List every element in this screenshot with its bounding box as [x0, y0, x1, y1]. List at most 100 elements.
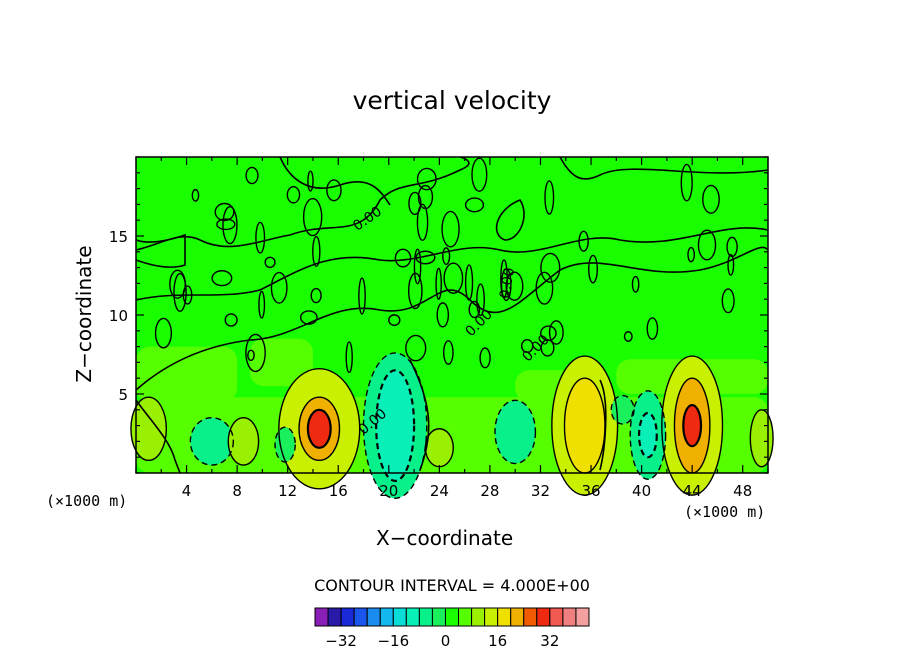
y-tick-label: 15: [109, 228, 128, 246]
x-unit-left: (×1000 m): [46, 492, 128, 510]
contour-ring: [191, 188, 200, 202]
contour-ring: [189, 416, 235, 466]
contour-ring: [540, 252, 561, 283]
contour-ring: [468, 300, 481, 319]
colorbar-swatch: [379, 607, 394, 627]
x-tick-label: 4: [182, 482, 192, 500]
contour-ring: [435, 267, 442, 300]
contour-ring: [646, 317, 659, 340]
colorbar-swatch: [510, 607, 525, 627]
x-tick-label: 40: [632, 482, 651, 500]
contour-ring: [130, 396, 168, 462]
contour-ring: [637, 411, 658, 459]
colorbar-swatch: [523, 607, 538, 627]
x-tick-label: 32: [531, 482, 550, 500]
contour-ring: [443, 262, 464, 294]
contour-ring: [500, 259, 508, 299]
contour-ring: [416, 203, 429, 241]
contour-ring: [551, 355, 619, 496]
contour-ring: [375, 369, 416, 483]
contour-ring: [245, 333, 266, 373]
contour-ring: [476, 283, 485, 317]
contour-ring: [441, 210, 460, 248]
velocity-field: [130, 157, 774, 499]
colorbar-swatch: [562, 607, 577, 627]
y-axis-ticks: 5 10 15: [109, 156, 768, 474]
contour-ring: [182, 285, 193, 305]
contour-ring: [345, 341, 353, 374]
colorbar-swatch: [444, 607, 460, 627]
contour-ring: [214, 202, 235, 222]
contour-ring: [298, 396, 341, 462]
colorbar-swatch: [575, 607, 590, 627]
contour-ring: [274, 426, 296, 463]
x-axis-ticks: 4 8 12 16 20 24 28 32 36 40 44 48: [135, 157, 769, 500]
contour-line: [495, 199, 525, 241]
contour-ring: [578, 230, 589, 252]
contour-ring: [413, 248, 422, 285]
contour-ring: [535, 271, 554, 305]
contour-ring: [471, 157, 488, 192]
velocity-cell: [130, 397, 167, 461]
contour-ring: [405, 334, 427, 362]
contour-ring: [687, 246, 696, 263]
contour-ring: [726, 236, 738, 258]
contour-ring: [299, 310, 318, 325]
x-tick-label: 20: [379, 482, 398, 500]
colorbar-tick-label: −32: [325, 632, 357, 650]
contour-ring: [307, 170, 314, 192]
colorbar-swatch: [536, 607, 551, 627]
contour-ring: [278, 368, 361, 490]
velocity-cell: [564, 378, 605, 473]
x-tick-label: 44: [683, 482, 702, 500]
contour-ring: [224, 313, 238, 327]
contour-ring: [222, 205, 238, 245]
x-tick-label: 16: [329, 482, 348, 500]
colorbar-swatch: [405, 607, 420, 627]
contour-ring: [358, 277, 366, 315]
colorbar-swatch: [327, 607, 342, 627]
contour-ring: [247, 349, 255, 362]
contour-ring: [631, 275, 640, 293]
colorbar-swatch: [497, 607, 512, 627]
contour-ring: [721, 288, 735, 314]
contour-line: [135, 156, 470, 251]
contour-interval: CONTOUR INTERVAL = 4.000E+00: [314, 576, 590, 595]
velocity-cell: [639, 412, 657, 458]
colorbar-swatch: [340, 607, 355, 627]
x-unit-right: (×1000 m): [684, 503, 766, 521]
velocity-cell: [228, 417, 259, 466]
contour-line: [135, 233, 186, 268]
contour-ring: [306, 408, 332, 449]
contour-ring: [661, 355, 724, 496]
colorbar-swatch: [353, 607, 368, 627]
contour-ring: [326, 179, 342, 202]
contour-ring: [227, 416, 260, 466]
colorbar-swatch: [418, 607, 433, 627]
velocity-cell: [425, 428, 454, 467]
contour-ring: [245, 166, 259, 185]
colorbar-swatch: [471, 607, 486, 627]
colorbar-tick-label: 32: [540, 632, 559, 650]
contour-lines: [130, 156, 774, 499]
contour-ring: [680, 163, 693, 202]
contour-ring: [682, 403, 703, 448]
contour-line: [559, 156, 769, 180]
colorbar-tick-label: 0: [441, 632, 451, 650]
velocity-cell: [190, 417, 234, 466]
contour-ring: [697, 229, 717, 261]
x-tick-label: 24: [430, 482, 449, 500]
colorbar-swatch: [314, 607, 329, 627]
contour-ring: [610, 394, 635, 425]
contour-ring: [464, 264, 474, 301]
contour-ring: [702, 184, 720, 214]
contour-ring: [749, 409, 774, 468]
colorbar-swatch: [392, 607, 407, 627]
colorbar-tick-label: −16: [377, 632, 409, 650]
contour-ring: [216, 218, 236, 231]
weak-positive-region: [136, 346, 238, 402]
contour-ring: [436, 302, 450, 328]
contour-ring: [416, 167, 437, 191]
contour-ring: [388, 314, 401, 326]
y-axis-label: Z−coordinate: [72, 245, 96, 383]
